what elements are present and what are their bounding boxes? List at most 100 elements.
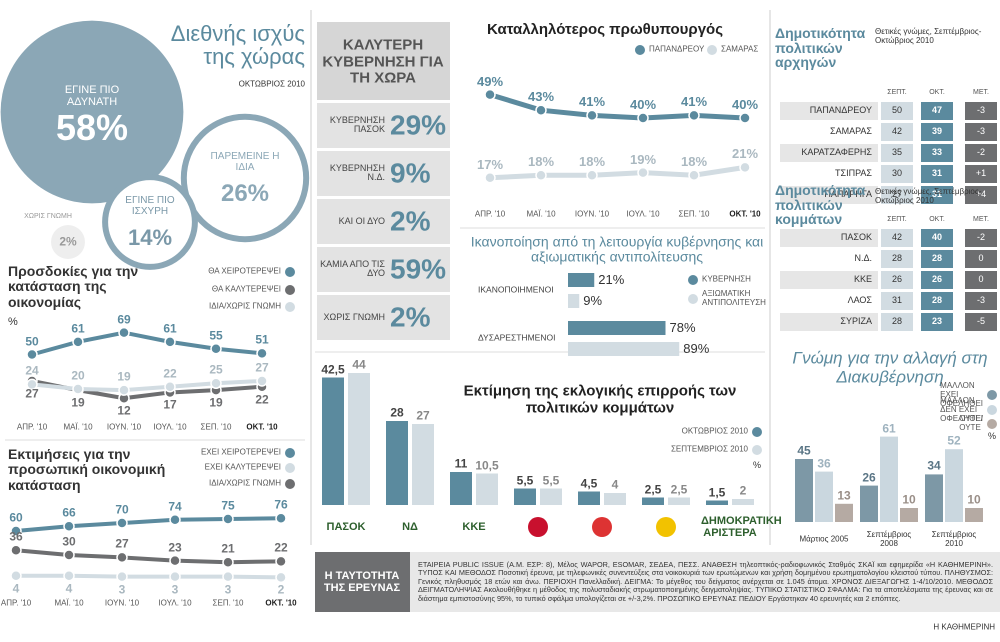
cell	[921, 292, 953, 310]
value-label: 22	[255, 392, 269, 407]
cell	[881, 102, 913, 120]
value-label: 21	[221, 541, 235, 556]
value-label: 34	[927, 458, 941, 473]
note: Θετικές γνώμες, Σεπτέμβριος-Οκτώβριος 20…	[875, 27, 982, 45]
chart-title: Εκτιμήσεις για την προσωπική οικονομική …	[8, 445, 166, 493]
point	[164, 380, 176, 393]
line	[15, 548, 282, 565]
bar	[706, 500, 728, 505]
point	[484, 172, 496, 184]
x-tick-label: Σεπτέμβριος 2010	[931, 530, 977, 548]
x-tick-label: ΙΟΥΝ. '10	[104, 598, 140, 608]
value-label: 2	[739, 483, 747, 498]
chart-title: Καταλληλότερος πρωθυπουργός	[487, 20, 724, 38]
bar	[450, 472, 472, 505]
value-label: 18%	[680, 154, 708, 170]
value-label: 45	[797, 443, 811, 458]
value-label: 19	[71, 395, 85, 410]
value-label: 74	[168, 499, 182, 514]
legend-label: ΕΧΕΙ ΧΕΙΡΟΤΕΡΕΨΕΙ	[200, 447, 281, 457]
cell	[881, 271, 913, 289]
cell: 28	[931, 295, 943, 306]
point	[586, 169, 598, 181]
point	[210, 343, 222, 355]
legend-label: ΘΑ ΧΕΙΡΟΤΕΡΕΨΕΙ	[208, 266, 281, 276]
chart-title: Διεθνής ισχύς της χώρας	[170, 20, 305, 69]
value-label: 28	[390, 405, 404, 420]
legend-label: ΜΑΛΛΟΝ ΔΕΝ ΕΧΕΙ ΟΦΕΛΗΘΕΙ	[940, 395, 983, 423]
value-label: 2%	[390, 205, 431, 237]
point	[10, 570, 22, 582]
row-label: ΠΑΠΑΡΗΓΑ	[824, 189, 872, 200]
value-label: 1,5	[708, 484, 726, 499]
x-tick-label: ΟΚΤ. '10	[246, 422, 278, 432]
chart-title: Γνώμη για την αλλαγή στη Διακυβέρνηση	[792, 348, 988, 386]
point	[275, 555, 287, 568]
party-logo	[656, 517, 676, 537]
legend-marker	[688, 275, 698, 285]
cell	[965, 144, 997, 162]
bar	[604, 493, 626, 505]
row-label: ΠΑΣΟΚ	[840, 232, 872, 243]
bar	[348, 373, 370, 505]
cell	[921, 123, 953, 141]
legend-label: ΘΑ ΚΑΛΥΤΕΡΕΨΕΙ	[211, 284, 281, 294]
value-label: 20	[71, 368, 85, 383]
bubble-label: ΠΑΡΕΜΕΙΝΕ Η ΙΔΙΑ	[210, 151, 280, 173]
cell: -3	[976, 105, 986, 116]
legend-label: ΙΔΙΑ/ΧΩΡΙΣ ΓΝΩΜΗ	[209, 478, 281, 488]
bubble	[0, 20, 184, 204]
cell: 30	[891, 168, 903, 179]
x-tick-label: ΝΔ	[402, 520, 418, 533]
value-label: 24	[25, 363, 39, 378]
cell: 35	[891, 147, 903, 158]
bubble	[102, 174, 198, 270]
column-header: ΜΕΤ.	[973, 89, 989, 97]
x-tick-label: ΙΟΥΛ. '10	[153, 422, 187, 432]
bar	[900, 508, 918, 522]
bar	[668, 497, 690, 505]
legend-marker	[987, 419, 997, 429]
row-label: ΣΑΜΑΡΑΣ	[830, 126, 872, 137]
x-tick-label: ΔΗΜΟΚΡΑΤΙΚΗ ΑΡΙΣΤΕΡΑ	[701, 514, 782, 539]
x-tick-label: Μάρτιος 2005	[799, 534, 849, 544]
point	[688, 109, 700, 122]
cell: 28	[891, 316, 903, 327]
value-label: 75	[221, 498, 235, 513]
x-tick-label: ΣΕΠ. '10	[212, 598, 244, 608]
row-label: ΤΣΙΠΡΑΣ	[835, 168, 872, 179]
legend-label: ΙΔΙΑ/ΧΩΡΙΣ ΓΝΩΜΗ	[209, 301, 281, 311]
value-label: 17	[163, 397, 177, 412]
legend-label: ΟΚΤΩΒΡΙΟΣ 2010	[681, 426, 748, 436]
x-tick-label: ΑΠΡ. '10	[474, 209, 506, 219]
row-label: ΚΑΜΙΑ ΑΠΟ ΤΙΣ ΔΥΟ	[320, 258, 385, 279]
point	[222, 513, 234, 525]
value-label: 4	[65, 581, 73, 596]
value-label: 52	[947, 433, 961, 448]
cell: 26	[931, 274, 943, 285]
point	[164, 336, 176, 348]
point	[222, 570, 234, 583]
point	[586, 109, 598, 122]
cell	[921, 313, 953, 331]
value-label: 30	[62, 534, 76, 549]
legend-label: ΠΑΠΑΝΔΡΕΟΥ	[649, 44, 705, 54]
value-label: 10	[967, 492, 981, 507]
cell	[965, 292, 997, 310]
value-label: 19%	[629, 151, 657, 167]
row-label: ΧΩΡΙΣ ΓΝΩΜΗ	[323, 311, 385, 322]
row-label: ΚΥΒΕΡΝΗΣΗ ΠΑΣΟΚ	[329, 114, 385, 135]
legend-marker	[752, 427, 762, 437]
footer-label-box	[315, 552, 410, 612]
line	[15, 516, 282, 533]
x-tick-label: ΟΚΤ. '10	[265, 598, 297, 608]
bubble	[51, 225, 85, 259]
legend-marker	[707, 45, 717, 55]
point	[10, 544, 22, 556]
legend-label: ΑΞΙΩΜΑΤΙΚΗ ΑΝΤΙΠΟΛΙΤΕΥΣΗ	[702, 289, 766, 307]
bubble-label: ΕΓΙΝΕ ΠΙΟ ΙΣΧΥΡΗ	[125, 195, 175, 217]
point	[116, 551, 128, 564]
point	[72, 336, 84, 348]
